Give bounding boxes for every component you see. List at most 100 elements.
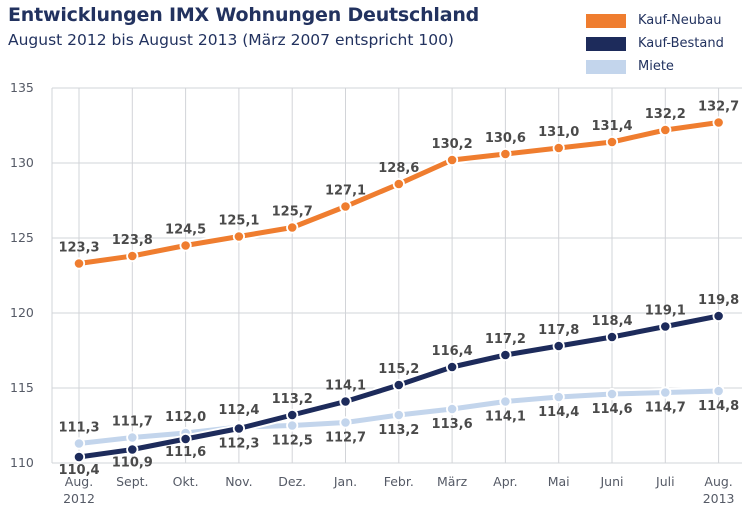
- data-point-miete-8: [499, 395, 512, 408]
- data-point-miete-12: [712, 384, 725, 398]
- data-label-kauf-bestand-6: 115,2: [378, 362, 419, 377]
- data-point-kauf-neubau-6: [392, 177, 405, 191]
- data-point-miete-7: [445, 402, 459, 416]
- legend-swatch-kauf-bestand: [586, 36, 626, 51]
- data-point-miete-4: [286, 419, 299, 432]
- data-label-kauf-bestand-12: 119,8: [698, 293, 739, 308]
- data-label-miete-11: 114,7: [645, 401, 686, 416]
- data-point-miete-11: [659, 386, 672, 399]
- legend-item-kauf-neubau: Kauf-Neubau: [586, 10, 746, 31]
- x-year-label-0: 2012: [63, 491, 95, 506]
- data-label-kauf-neubau-1: 123,8: [112, 233, 153, 248]
- data-label-kauf-bestand-3: 112,3: [218, 437, 259, 452]
- data-label-kauf-neubau-5: 127,1: [325, 184, 366, 199]
- data-label-kauf-bestand-0: 110,4: [58, 463, 99, 478]
- data-label-kauf-neubau-12: 132,7: [698, 100, 739, 115]
- data-point-kauf-neubau-4: [286, 221, 299, 234]
- y-tick-label-125: 125: [10, 230, 34, 245]
- data-point-kauf-bestand-8: [499, 348, 512, 362]
- x-tick-label-8: Apr.: [493, 474, 517, 489]
- legend: Kauf-Neubau Kauf-Bestand Miete: [586, 10, 746, 79]
- y-tick-label-115: 115: [10, 380, 34, 395]
- data-label-kauf-neubau-9: 131,0: [538, 125, 579, 140]
- x-tick-label-7: März: [437, 474, 468, 489]
- data-label-kauf-neubau-2: 124,5: [165, 223, 206, 238]
- data-point-kauf-bestand-11: [659, 320, 672, 333]
- data-point-miete-0: [72, 437, 86, 450]
- data-point-miete-5: [339, 416, 352, 429]
- data-label-kauf-bestand-2: 111,6: [165, 445, 206, 460]
- data-point-kauf-neubau-12: [712, 116, 725, 129]
- data-label-miete-12: 114,8: [698, 399, 739, 414]
- data-point-kauf-neubau-1: [126, 249, 139, 263]
- data-point-miete-9: [552, 390, 565, 404]
- data-point-miete-10: [605, 387, 619, 401]
- data-label-kauf-neubau-10: 131,4: [591, 119, 632, 134]
- data-point-kauf-bestand-0: [72, 450, 86, 464]
- y-tick-label-110: 110: [10, 455, 34, 470]
- data-point-kauf-bestand-7: [445, 360, 459, 374]
- data-point-miete-1: [126, 431, 139, 444]
- x-tick-label-10: Juni: [599, 474, 623, 489]
- data-label-kauf-neubau-8: 130,6: [485, 131, 526, 146]
- x-year-label-12: 2013: [703, 491, 735, 506]
- data-point-kauf-neubau-9: [552, 141, 565, 155]
- data-point-kauf-bestand-9: [552, 339, 565, 353]
- data-label-kauf-neubau-11: 132,2: [645, 107, 686, 122]
- data-label-miete-10: 114,6: [591, 402, 632, 417]
- data-label-kauf-bestand-1: 110,9: [112, 456, 153, 471]
- data-label-miete-6: 113,2: [378, 423, 419, 438]
- chart-title: Entwicklungen IMX Wohnungen Deutschland: [8, 4, 480, 26]
- data-point-kauf-neubau-3: [232, 230, 245, 243]
- data-label-kauf-bestand-4: 113,2: [272, 392, 313, 407]
- y-tick-label-135: 135: [10, 80, 34, 95]
- data-point-kauf-bestand-2: [179, 432, 192, 446]
- x-tick-label-12: Aug.: [704, 474, 732, 489]
- y-tick-label-130: 130: [10, 155, 34, 170]
- legend-label-miete: Miete: [638, 59, 674, 74]
- data-point-kauf-neubau-2: [179, 239, 192, 252]
- data-label-kauf-neubau-6: 128,6: [378, 161, 419, 176]
- x-tick-label-4: Dez.: [278, 474, 306, 489]
- legend-label-kauf-neubau: Kauf-Neubau: [638, 13, 722, 28]
- data-label-kauf-bestand-8: 117,2: [485, 332, 526, 347]
- y-tick-label-120: 120: [10, 305, 34, 320]
- x-tick-label-2: Okt.: [173, 474, 199, 489]
- x-tick-label-3: Nov.: [225, 474, 252, 489]
- x-tick-label-0: Aug.: [65, 474, 93, 489]
- data-label-kauf-bestand-5: 114,1: [325, 379, 366, 394]
- data-point-kauf-neubau-0: [72, 257, 86, 270]
- data-label-kauf-neubau-7: 130,2: [432, 137, 473, 152]
- data-label-miete-4: 112,5: [272, 434, 313, 449]
- data-point-kauf-bestand-1: [126, 443, 139, 456]
- data-label-miete-3: 112,4: [218, 403, 259, 418]
- data-label-miete-5: 112,7: [325, 431, 366, 446]
- legend-label-kauf-bestand: Kauf-Bestand: [638, 36, 724, 51]
- data-label-kauf-neubau-0: 123,3: [58, 241, 99, 256]
- data-label-kauf-neubau-4: 125,7: [272, 205, 313, 220]
- data-label-kauf-bestand-11: 119,1: [645, 304, 686, 319]
- legend-swatch-miete: [586, 59, 626, 74]
- data-label-miete-7: 113,6: [432, 417, 473, 432]
- data-point-kauf-neubau-7: [445, 153, 459, 167]
- data-label-miete-1: 111,7: [112, 415, 153, 430]
- x-tick-label-9: Mai: [548, 474, 570, 489]
- x-tick-label-5: Jan.: [333, 474, 357, 489]
- data-label-miete-0: 111,3: [58, 421, 99, 436]
- legend-item-kauf-bestand: Kauf-Bestand: [586, 33, 746, 54]
- data-label-miete-9: 114,4: [538, 405, 579, 420]
- legend-swatch-kauf-neubau: [586, 13, 626, 28]
- data-point-kauf-neubau-8: [499, 147, 512, 161]
- x-tick-label-6: Febr.: [384, 474, 414, 489]
- data-point-miete-6: [392, 408, 405, 422]
- data-point-kauf-bestand-5: [339, 395, 352, 408]
- data-point-kauf-bestand-6: [392, 378, 405, 392]
- data-point-kauf-bestand-3: [232, 422, 245, 435]
- data-label-kauf-bestand-7: 116,4: [432, 344, 473, 359]
- data-point-kauf-bestand-10: [605, 330, 619, 344]
- data-point-kauf-neubau-10: [605, 135, 619, 149]
- data-label-kauf-bestand-9: 117,8: [538, 323, 579, 338]
- data-label-miete-2: 112,0: [165, 410, 206, 425]
- data-point-kauf-bestand-12: [712, 309, 725, 323]
